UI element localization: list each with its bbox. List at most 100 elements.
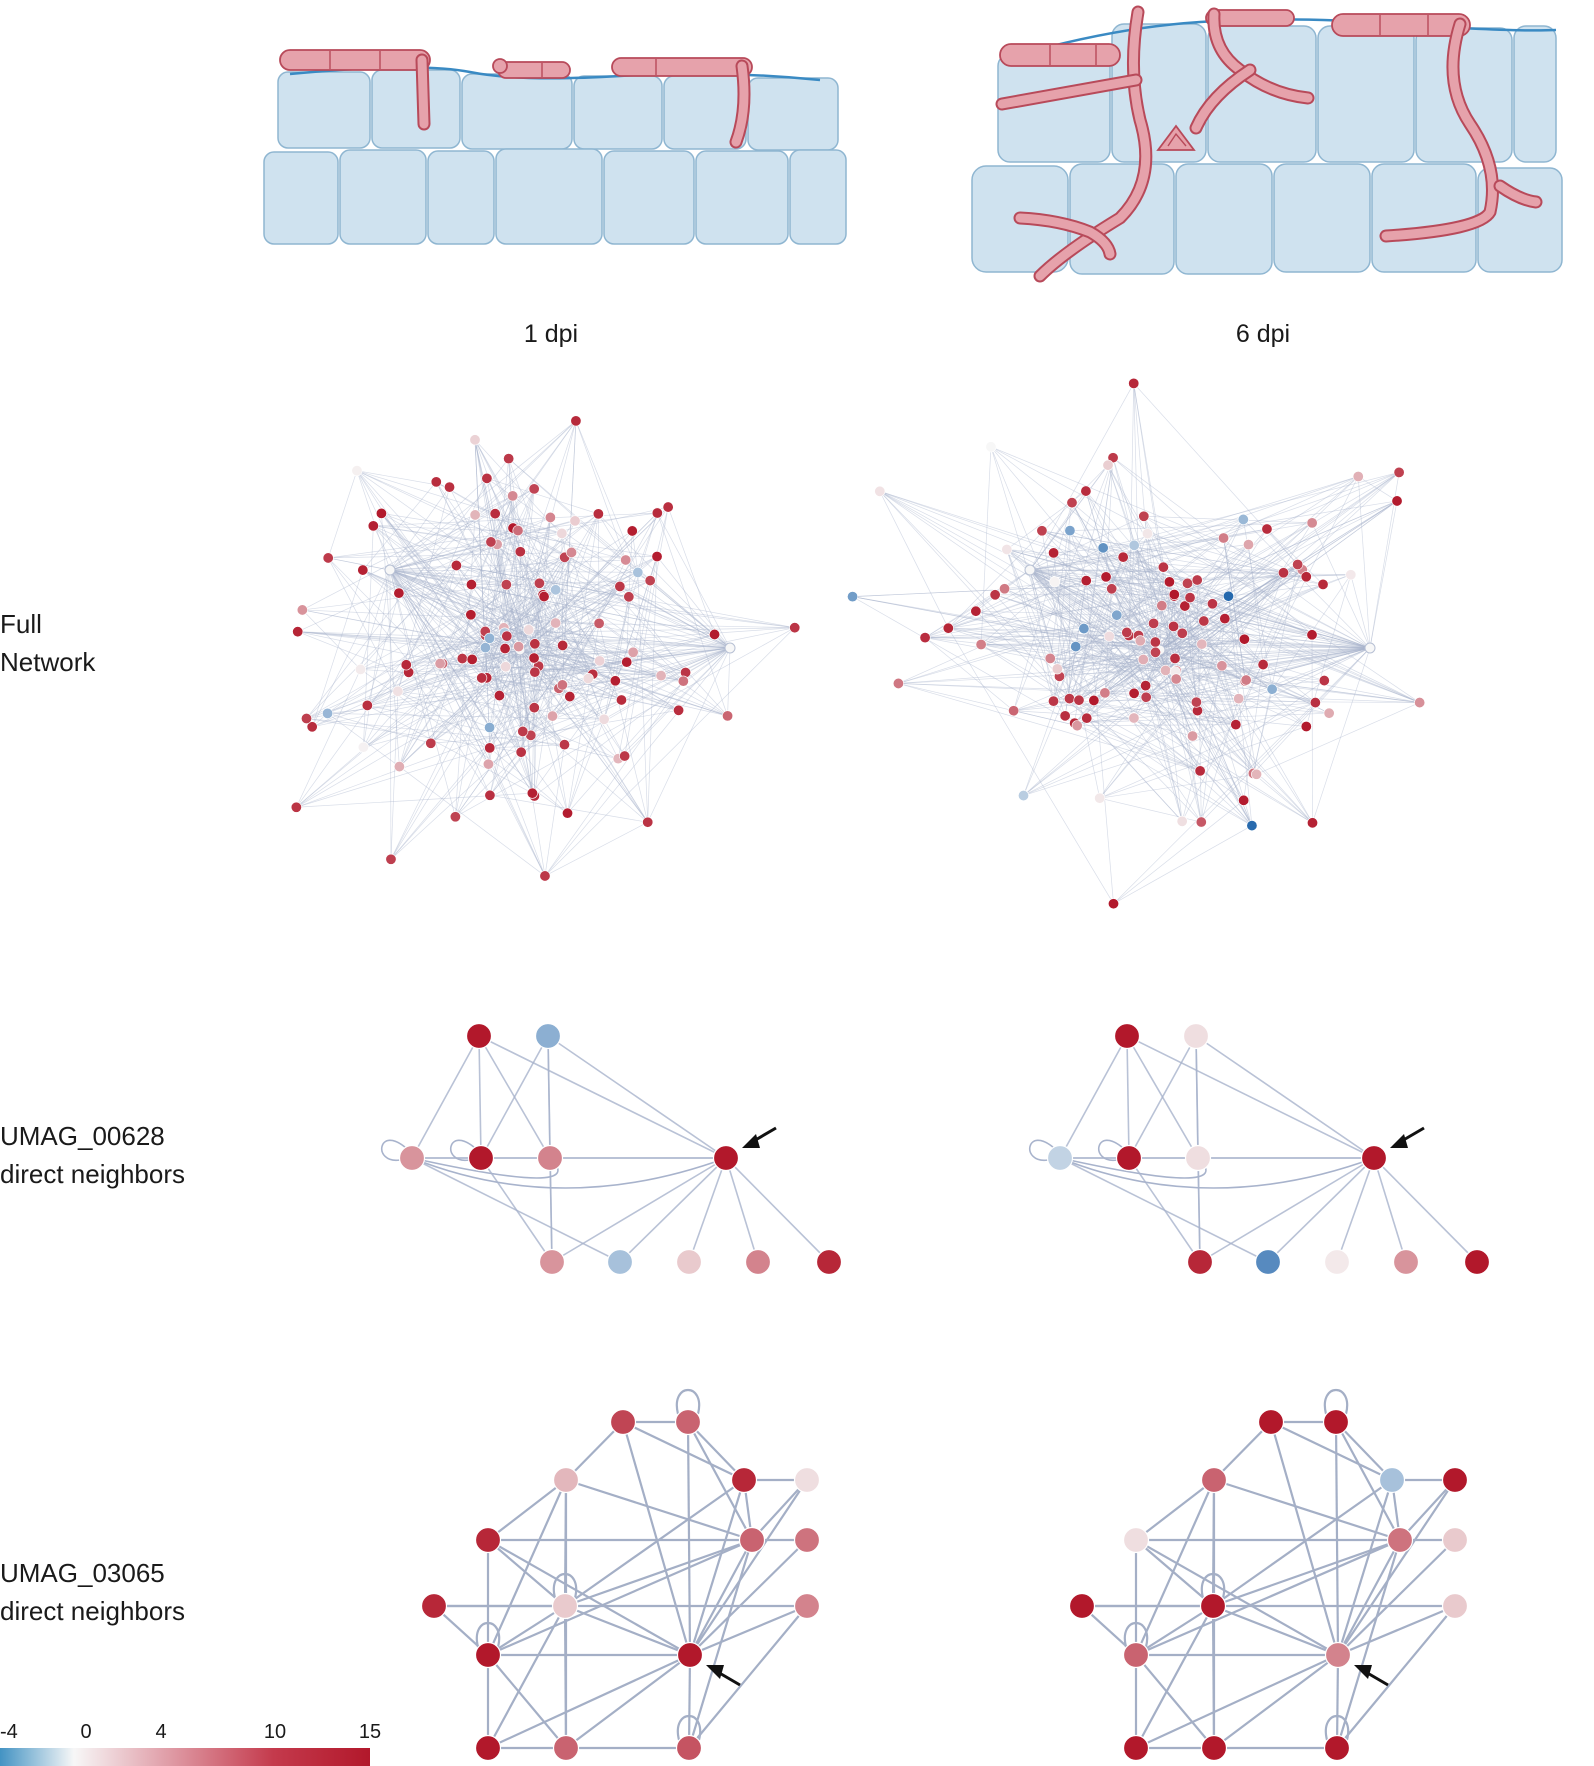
edge [879,490,1420,703]
gene-node [357,741,369,753]
edge [1107,465,1175,595]
gene-node [375,507,387,519]
gene-node [1008,705,1020,717]
gene-node [985,441,997,453]
edge [297,631,634,653]
gene-node [1168,620,1180,632]
edge [389,569,535,659]
edge [1112,457,1176,659]
edge [1057,649,1161,670]
color-legend: -4 0 4 10 15 [0,1721,381,1766]
gene-node [1391,495,1403,507]
edge [362,481,437,571]
edge [1104,649,1161,694]
edge [1203,620,1237,725]
edge [1228,596,1253,826]
edge [898,683,1201,772]
edge [552,680,616,717]
edge [1143,647,1371,660]
edge [297,631,679,711]
arrow-head-icon [1390,1134,1408,1148]
edge [389,569,638,573]
gene-node [434,658,446,670]
gene-node [1318,675,1330,687]
edge [1041,530,1070,699]
edge [306,488,535,719]
edge [297,631,490,639]
gene-node [1277,567,1289,579]
edge [1203,620,1371,649]
edge [1112,457,1161,651]
edge [981,644,1420,703]
edge [520,551,589,679]
edge [1153,567,1164,624]
gene-node [626,525,638,537]
edge [1029,569,1130,636]
edge [1122,557,1161,651]
edge [504,557,565,649]
edge [360,635,507,670]
edge [360,569,391,670]
gene-node [517,725,529,737]
edge [1093,588,1113,701]
edge [547,1035,727,1159]
edge [990,446,1307,578]
edge [306,671,409,719]
edge [430,677,487,744]
edge [1245,647,1371,682]
edge [1201,569,1303,645]
row-label-full-line2: Network [0,647,96,677]
edge [688,1157,727,1263]
neighbor-node [1113,1022,1141,1050]
gene-node [614,580,626,592]
edge [1161,605,1371,649]
edge [363,647,731,748]
edge [488,699,622,765]
edge [1238,647,1371,699]
edge [1228,595,1313,636]
edge [1253,773,1313,824]
edge [389,569,546,877]
edge [1173,594,1254,774]
edge [1029,569,1313,824]
legend-tick-2: 4 [155,1721,166,1743]
edge [389,517,551,571]
edge [486,478,731,649]
edge [1266,528,1324,585]
edge [449,486,539,667]
gene-node [651,551,663,563]
edge [363,645,563,748]
edge [1029,569,1110,637]
edge [533,657,649,823]
edge [506,580,651,585]
edge [406,664,686,673]
focal-node-umag-00628 [712,1144,740,1172]
edge [533,552,572,708]
arrow-head-icon [706,1665,724,1679]
edge [1006,549,1193,737]
edge [1029,569,1247,681]
gene-node [1149,636,1161,648]
edge [474,439,546,877]
edge [879,490,1198,711]
edge [1128,544,1249,636]
gene-node [385,853,397,865]
edge [1173,596,1177,680]
edge [1013,671,1176,712]
edge [1161,605,1202,823]
edge [1199,680,1325,772]
edge [489,586,621,639]
neighbor-node [793,1526,821,1554]
edge [1135,1539,1214,1607]
edge [1128,635,1146,686]
edge [487,1605,566,1656]
edge [485,495,513,648]
neighbor-node [1186,1248,1214,1276]
edge [489,637,728,717]
edge [1023,670,1177,796]
edge [1176,647,1371,672]
edge [485,647,522,753]
gene-node [528,652,540,664]
gene-node [1142,528,1154,540]
gene-node [290,801,302,813]
